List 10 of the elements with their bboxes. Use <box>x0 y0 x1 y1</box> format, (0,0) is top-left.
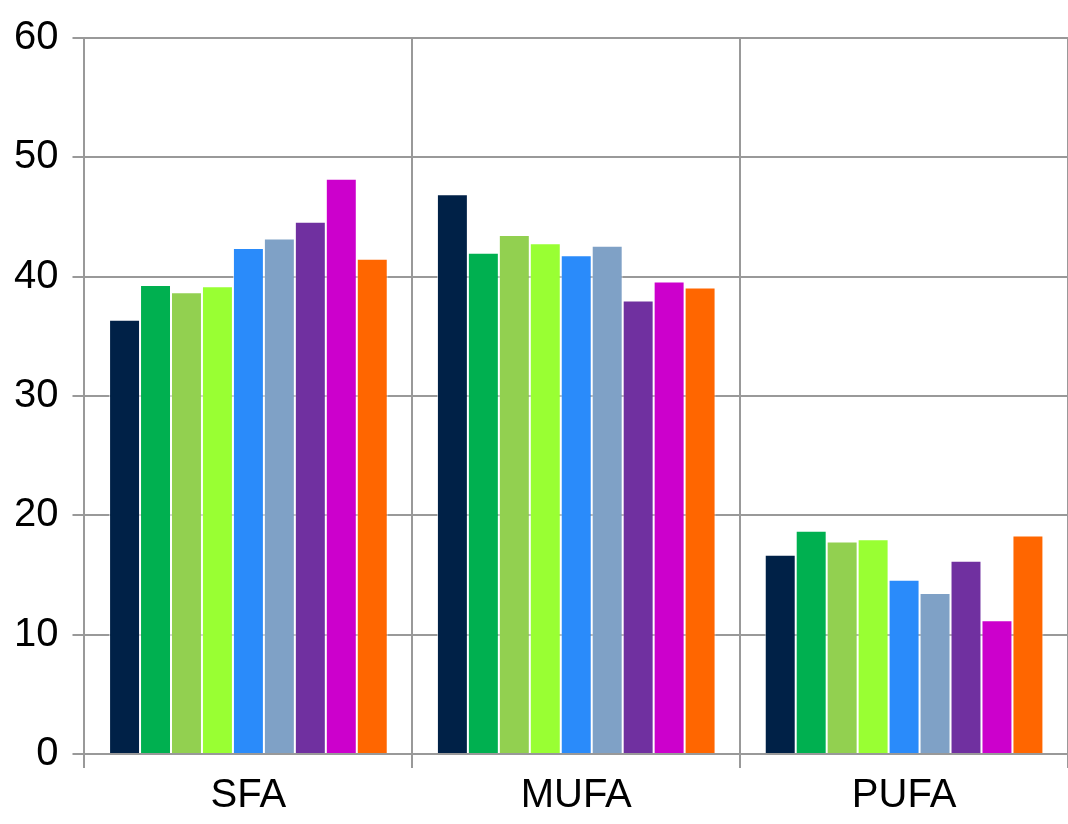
x-tick-label: PUFA <box>851 771 957 816</box>
y-tick-label: 50 <box>13 132 59 177</box>
y-tick-label: 10 <box>13 609 59 654</box>
y-tick-label: 60 <box>13 13 59 58</box>
y-tick-label: 30 <box>13 371 59 416</box>
y-tick-label: 20 <box>13 490 59 535</box>
x-tick-label: SFA <box>210 771 287 816</box>
y-tick-label: 0 <box>36 729 59 774</box>
x-tick-label: MUFA <box>520 771 633 816</box>
y-tick-label: 40 <box>13 251 59 296</box>
